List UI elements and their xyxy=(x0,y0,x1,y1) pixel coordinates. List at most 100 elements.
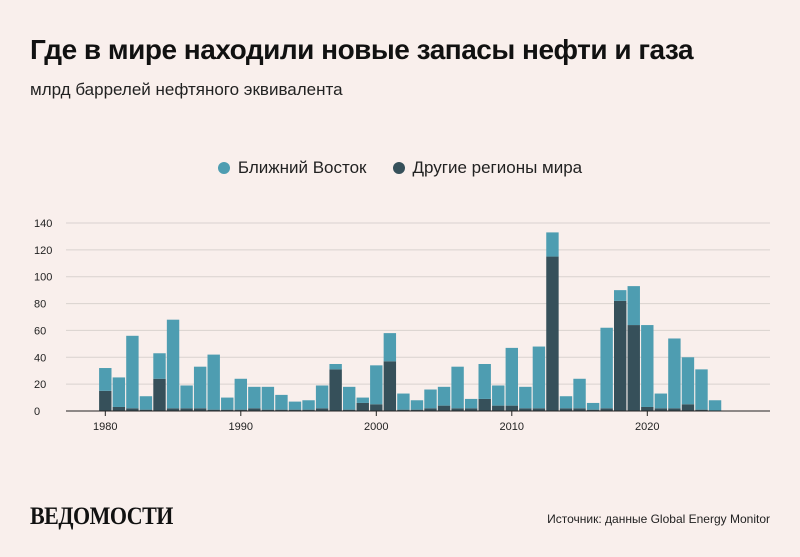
bar-other-regions xyxy=(573,408,586,411)
bar-middle-east xyxy=(126,335,139,409)
y-tick-label: 40 xyxy=(34,352,46,364)
bar-other-regions xyxy=(451,408,464,411)
bar-other-regions xyxy=(315,408,329,411)
bar-middle-east xyxy=(248,386,261,409)
bar-other-regions xyxy=(546,256,559,411)
y-tick-label: 60 xyxy=(34,325,46,337)
y-tick-label: 100 xyxy=(34,272,52,284)
bar-other-regions xyxy=(193,408,207,411)
bar-other-regions xyxy=(586,409,600,411)
bar-other-regions xyxy=(654,408,668,411)
legend-swatch-middle-east xyxy=(217,162,230,174)
bar-other-regions xyxy=(464,408,478,411)
bar-middle-east xyxy=(275,394,288,410)
bar-other-regions xyxy=(99,390,112,411)
y-tick-label: 140 xyxy=(34,218,52,230)
bar-other-regions xyxy=(437,405,451,411)
bar-other-regions xyxy=(668,408,681,411)
bar-other-regions xyxy=(166,408,180,411)
bar-middle-east xyxy=(614,290,627,301)
bar-other-regions xyxy=(600,408,613,411)
bar-other-regions xyxy=(275,409,288,411)
chart-title: Где в мире находили новые запасы нефти и… xyxy=(30,34,694,65)
bar-middle-east xyxy=(600,327,613,409)
bar-middle-east xyxy=(573,378,586,409)
bar-middle-east xyxy=(139,396,153,410)
bar-middle-east xyxy=(654,393,668,409)
x-tick-label: 2010 xyxy=(500,421,524,433)
x-tick-label: 2020 xyxy=(635,421,659,433)
bar-middle-east xyxy=(397,393,410,410)
bar-other-regions xyxy=(559,408,573,411)
bar-middle-east xyxy=(356,397,369,403)
bar-middle-east xyxy=(343,386,356,410)
bar-other-regions xyxy=(261,409,275,411)
bar-middle-east xyxy=(383,333,397,362)
bar-middle-east xyxy=(478,364,491,399)
bar-other-regions xyxy=(248,408,261,411)
bar-middle-east xyxy=(492,385,505,406)
chart-subtitle: млрд баррелей нефтяного эквивалента xyxy=(30,80,343,99)
bar-middle-east xyxy=(437,386,451,406)
bar-middle-east xyxy=(329,364,342,370)
bar-other-regions xyxy=(288,409,302,411)
bar-other-regions xyxy=(139,409,153,411)
bar-middle-east xyxy=(410,400,424,410)
bar-middle-east xyxy=(261,386,275,410)
bar-other-regions xyxy=(207,409,220,411)
bar-other-regions xyxy=(153,378,166,411)
bar-middle-east xyxy=(193,366,207,409)
bar-other-regions xyxy=(410,409,424,411)
bar-middle-east xyxy=(166,319,180,409)
bar-middle-east xyxy=(288,401,302,410)
bar-other-regions xyxy=(505,405,518,411)
bar-other-regions xyxy=(343,409,356,411)
bar-middle-east xyxy=(315,385,329,409)
legend-label-middle-east: Ближний Восток xyxy=(237,158,367,177)
bar-other-regions xyxy=(627,325,640,411)
bar-middle-east xyxy=(451,366,464,409)
bar-middle-east xyxy=(221,397,234,410)
bar-other-regions xyxy=(180,408,193,411)
y-tick-label: 80 xyxy=(34,299,46,311)
bar-middle-east xyxy=(641,325,654,407)
bar-middle-east xyxy=(668,338,681,409)
chart-legend: Ближний Восток Другие регионы мира xyxy=(0,158,800,178)
bar-other-regions xyxy=(221,409,234,411)
bar-other-regions xyxy=(681,404,695,411)
bar-middle-east xyxy=(681,357,695,405)
bar-middle-east xyxy=(370,365,383,405)
bar-middle-east xyxy=(695,369,708,410)
bar-middle-east xyxy=(153,353,166,379)
legend-item-middle-east: Ближний Восток xyxy=(217,158,367,178)
bar-other-regions xyxy=(329,369,342,411)
bar-other-regions xyxy=(234,409,247,411)
bar-other-regions xyxy=(383,361,397,411)
bar-middle-east xyxy=(505,347,518,406)
bar-other-regions xyxy=(492,405,505,411)
bar-middle-east xyxy=(532,346,546,409)
bar-other-regions xyxy=(641,406,654,411)
bar-middle-east xyxy=(586,402,600,410)
bar-other-regions xyxy=(370,404,383,411)
x-tick-label: 1980 xyxy=(93,421,117,433)
source-note: Источник: данные Global Energy Monitor xyxy=(547,512,770,526)
bar-middle-east xyxy=(627,286,640,326)
y-tick-label: 0 xyxy=(34,406,40,418)
y-tick-label: 20 xyxy=(34,379,46,391)
bar-other-regions xyxy=(614,300,627,411)
x-tick-label: 1990 xyxy=(229,421,253,433)
bar-middle-east xyxy=(464,398,478,409)
bar-middle-east xyxy=(112,377,126,407)
bar-other-regions xyxy=(519,408,532,411)
bar-middle-east xyxy=(207,354,220,410)
y-tick-label: 120 xyxy=(34,245,52,257)
bar-middle-east xyxy=(708,400,722,411)
bar-other-regions xyxy=(356,402,369,411)
bar-middle-east xyxy=(180,385,193,409)
vedomosti-logo: ВЕДОМОСТИ xyxy=(30,501,173,530)
bar-middle-east xyxy=(99,368,112,391)
bar-other-regions xyxy=(478,398,491,411)
bar-other-regions xyxy=(126,408,139,411)
